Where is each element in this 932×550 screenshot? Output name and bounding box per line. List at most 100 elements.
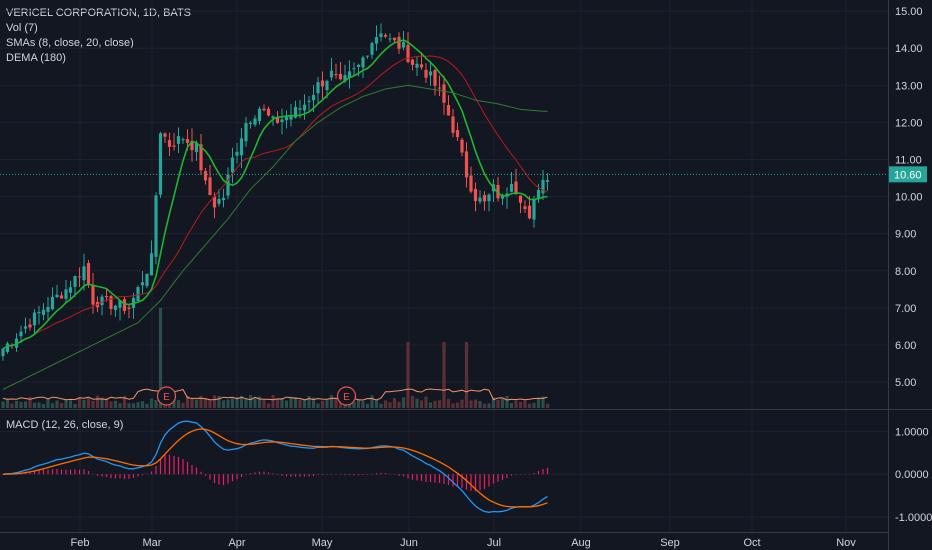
volume-bar	[293, 396, 298, 408]
volume-bar	[212, 395, 217, 408]
macd-hist-bar	[218, 474, 220, 485]
candle-body	[154, 195, 158, 257]
macd-tick-label: 0.0000	[895, 469, 929, 481]
candle-body	[122, 299, 127, 311]
macd-hist-bar	[128, 474, 130, 479]
macd-hist-bar	[69, 469, 72, 475]
macd-hist-bar	[47, 469, 49, 475]
candle-body	[149, 253, 154, 276]
candle-body	[199, 144, 203, 171]
candle-body	[230, 157, 235, 173]
macd-hist-bar	[488, 474, 490, 487]
macd-hist-bar	[29, 471, 31, 475]
macd-hist-bar	[474, 474, 477, 492]
macd-hist-bar	[357, 474, 360, 476]
volume-bar	[379, 403, 383, 408]
macd-hist-bar	[119, 474, 121, 479]
candle-body	[118, 300, 122, 308]
candle-body	[388, 38, 392, 40]
macd-hist-bar	[276, 474, 279, 475]
volume-bar	[437, 400, 442, 408]
macd-hist-bar	[137, 474, 139, 477]
volume-bar	[464, 342, 469, 408]
macd-hist-bar	[519, 474, 522, 475]
macd-hist-bar	[195, 467, 198, 475]
volume-bar	[280, 398, 284, 408]
volume-bar	[10, 403, 14, 408]
volume-bar	[91, 400, 95, 408]
volume-bar	[487, 403, 491, 408]
macd-hist-bar	[510, 474, 513, 476]
candle-body	[167, 140, 172, 147]
macd-hist-bar	[375, 473, 378, 475]
volume-bar	[284, 400, 289, 408]
candle-body	[91, 284, 95, 305]
candle-body	[262, 108, 266, 111]
macd-hist-bar	[402, 474, 405, 477]
macd-hist-bar	[83, 469, 85, 475]
candle-body	[235, 151, 239, 156]
macd-hist-bar	[249, 473, 252, 475]
volume-bar	[194, 399, 199, 408]
dema-line	[2, 84, 548, 390]
macd-hist-bar	[344, 474, 346, 476]
macd-hist-bar	[267, 472, 270, 475]
candle-body	[113, 305, 118, 310]
time-tick-label: Jun	[400, 537, 418, 549]
volume-bar	[370, 395, 374, 408]
macd-hist-bar	[420, 474, 423, 482]
candle-body	[437, 87, 442, 89]
volume-bar	[397, 401, 401, 408]
candle-body	[5, 343, 10, 352]
candle-body	[392, 37, 397, 41]
candle-body	[104, 296, 109, 298]
macd-hist-bar	[317, 474, 319, 475]
macd-hist-bar	[546, 467, 549, 475]
volume-ma-line	[2, 388, 548, 401]
price-tick-label: 7.00	[895, 303, 916, 315]
macd-hist-bar	[245, 474, 247, 475]
candle-body	[266, 108, 271, 116]
candle-body	[77, 276, 82, 278]
macd-hist-bar	[200, 471, 202, 475]
signal-line	[2, 428, 548, 508]
macd-hist-bar	[38, 469, 40, 475]
volume-bar	[338, 402, 343, 408]
macd-hist-bar	[483, 474, 486, 489]
volume-bar	[158, 308, 163, 408]
sma-8-line	[2, 39, 548, 350]
sma-indicator-label[interactable]: SMAs (8, close, 20, close)	[6, 37, 134, 49]
volume-bar	[478, 401, 482, 408]
candle-body	[352, 68, 356, 70]
candle-body	[221, 197, 226, 201]
volume-bar	[32, 402, 37, 408]
volume-bar	[226, 399, 230, 408]
candle-body	[28, 324, 32, 328]
candle-body	[518, 195, 523, 203]
macd-hist-bar	[389, 473, 391, 475]
dema-indicator-label[interactable]: DEMA (180)	[6, 52, 66, 64]
candle-body	[329, 70, 334, 78]
volume-bar	[113, 400, 118, 408]
volume-bar	[298, 399, 302, 408]
volume-bar	[145, 403, 149, 408]
volume-bar	[311, 397, 316, 408]
candle-body	[127, 307, 131, 309]
volume-bar	[149, 398, 154, 408]
macd-tick-label: 1.0000	[895, 426, 929, 438]
vol-indicator-label[interactable]: Vol (7)	[6, 22, 38, 34]
macd-hist-bar	[164, 454, 166, 475]
candle-body	[370, 43, 374, 55]
volume-bar	[100, 397, 104, 408]
candle-body	[365, 55, 370, 57]
macd-indicator-label[interactable]: MACD (12, 26, close, 9)	[6, 419, 124, 431]
macd-hist-bar	[465, 474, 468, 490]
macd-hist-bar	[60, 469, 63, 475]
symbol-title[interactable]: VERICEL CORPORATION, 1D, BATS	[6, 7, 191, 19]
candle-body	[37, 311, 41, 314]
candle-body	[253, 118, 257, 125]
candle-body	[460, 139, 464, 153]
macd-hist-bar	[236, 474, 238, 480]
price-tick-label: 10.00	[895, 192, 923, 204]
